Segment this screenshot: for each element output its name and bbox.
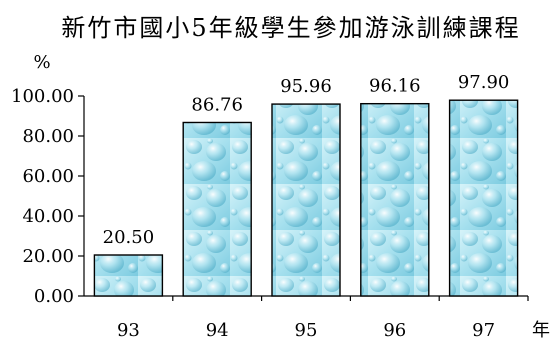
y-tick-label: 0.00: [34, 286, 74, 307]
x-tick-label: 93: [117, 320, 140, 340]
data-label: 96.16: [369, 76, 421, 97]
x-tick-label: 95: [295, 320, 318, 340]
axes: 0.00 20.00 40.00 60.00 80.00 100.00: [11, 86, 529, 307]
y-tick-label: 60.00: [22, 166, 74, 187]
bar: [271, 103, 341, 297]
y-tick-label: 80.00: [22, 126, 74, 147]
x-tick-label: 96: [383, 320, 406, 340]
data-label: 86.76: [191, 94, 243, 115]
data-label: 20.50: [103, 227, 155, 248]
y-tick-label: 20.00: [22, 246, 74, 267]
bar: [93, 254, 164, 297]
y-axis-label: %: [33, 52, 50, 73]
bar: [448, 99, 519, 297]
y-tick-label: 40.00: [22, 206, 74, 227]
data-label: 95.96: [280, 76, 332, 97]
bars: 20.50 93 86.76 94 95.96 95 96.16 96 97.90 97: [93, 72, 519, 341]
y-tick-label: 100.00: [11, 86, 74, 107]
x-axis-label: 年: [532, 320, 550, 340]
x-tick-label: 94: [206, 320, 229, 340]
bar: [360, 102, 430, 297]
x-tick-label: 97: [472, 320, 495, 340]
data-label: 97.90: [458, 72, 510, 93]
chart-title: 新竹市國小5年級學生參加游泳訓練課程: [61, 14, 520, 42]
bar: [182, 121, 252, 297]
